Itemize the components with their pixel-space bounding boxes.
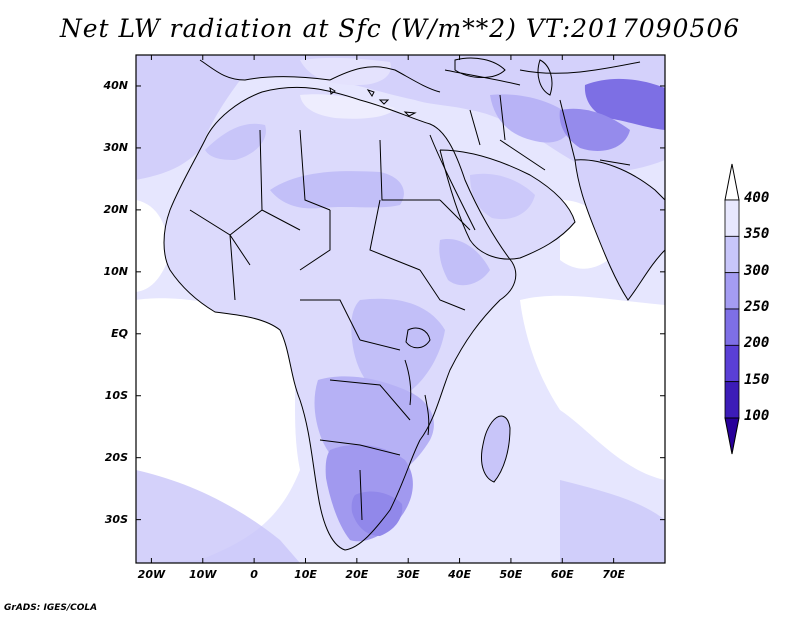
plot-frame bbox=[135, 54, 666, 564]
colorbar-level-label: 250 bbox=[744, 299, 770, 315]
africa-coastline bbox=[163, 86, 517, 551]
lake-tanganyika bbox=[404, 359, 412, 406]
eurasia-land bbox=[200, 55, 665, 172]
lat-tick-label: 40N bbox=[103, 78, 128, 92]
map-title: Net LW radiation at Sfc (W/m**2) VT:2017… bbox=[59, 14, 741, 43]
lon-tick-label: 0 bbox=[250, 568, 258, 581]
africa-land bbox=[164, 87, 516, 551]
lat-tick-label: 20N bbox=[103, 202, 128, 216]
coastlines-and-borders bbox=[163, 57, 665, 551]
country-borders bbox=[189, 94, 631, 521]
madagascar-land bbox=[481, 416, 510, 482]
lon-tick-label: 20W bbox=[137, 568, 166, 581]
lon-tick-label: 10W bbox=[189, 568, 217, 581]
lon-tick-label: 10E bbox=[294, 568, 317, 581]
colorbar-segment bbox=[724, 308, 740, 346]
lon-tick-label: 30E bbox=[396, 568, 420, 581]
colorbar-bottom-arrow bbox=[724, 417, 740, 455]
colorbar-level-label: 200 bbox=[744, 335, 770, 352]
lon-tick-label: 20E bbox=[345, 568, 369, 581]
iran-dark-patch bbox=[490, 94, 571, 143]
axis-ticks bbox=[136, 55, 665, 563]
caspian-black-sea bbox=[454, 57, 553, 96]
field-shading bbox=[136, 55, 665, 563]
lake-malawi bbox=[424, 394, 430, 436]
lon-tick-label: 40E bbox=[448, 568, 471, 581]
lat-tick-label: 10N bbox=[103, 264, 128, 278]
colorbar-level-label: 150 bbox=[744, 371, 770, 388]
lon-tick-label: 70E bbox=[602, 568, 626, 581]
colorbar-segment bbox=[724, 381, 740, 419]
arabia-coastline bbox=[439, 149, 576, 260]
ocean-white-patch-gulf bbox=[136, 200, 169, 292]
madagascar-coastline bbox=[481, 415, 511, 483]
lon-tick-label: 50E bbox=[499, 568, 523, 581]
mediterranean-islands bbox=[329, 87, 417, 117]
ocean-dark-south-indian bbox=[560, 480, 665, 563]
europe-white-patch bbox=[300, 57, 391, 86]
lat-tick-label: 20S bbox=[104, 450, 128, 464]
red-sea-persian-gulf bbox=[429, 134, 546, 231]
lat-tick-label: EQ bbox=[111, 326, 128, 340]
india-land bbox=[575, 159, 665, 300]
colorbar-segment bbox=[724, 344, 740, 383]
colorbar-level-label: 400 bbox=[744, 190, 770, 206]
colorbar-segment bbox=[724, 199, 740, 237]
grads-credit: GrADS: IGES/COLA bbox=[4, 603, 98, 613]
ocean-dark-north-atlantic bbox=[136, 55, 260, 180]
ocean-dark-south-atlantic bbox=[136, 470, 300, 563]
lat-tick-label: 30N bbox=[103, 140, 128, 154]
ocean-white-patch-indian bbox=[520, 295, 665, 480]
lat-tick-label: 10S bbox=[104, 388, 128, 402]
colorbar-segment bbox=[724, 272, 740, 310]
colorbar-level-label: 350 bbox=[744, 226, 770, 243]
europe-coastline bbox=[199, 59, 641, 93]
lat-tick-label: 30S bbox=[104, 512, 128, 526]
colorbar-segment bbox=[724, 235, 740, 274]
colorbar-top-arrow bbox=[724, 163, 740, 201]
lake-victoria bbox=[405, 327, 431, 349]
horn-dark-patch bbox=[439, 239, 490, 286]
south-africa-darkest bbox=[351, 491, 403, 536]
india-coastline bbox=[574, 159, 665, 301]
colorbar-level-label: 100 bbox=[744, 408, 770, 424]
colorbar bbox=[724, 163, 740, 455]
arabia-mid-patch bbox=[470, 173, 535, 220]
colorbar-level-label: 300 bbox=[744, 262, 770, 279]
med-white-patch bbox=[300, 94, 395, 119]
lon-tick-label: 60E bbox=[550, 568, 574, 581]
west-sahara-dark-band bbox=[205, 123, 266, 160]
himalaya-dark bbox=[559, 108, 630, 151]
